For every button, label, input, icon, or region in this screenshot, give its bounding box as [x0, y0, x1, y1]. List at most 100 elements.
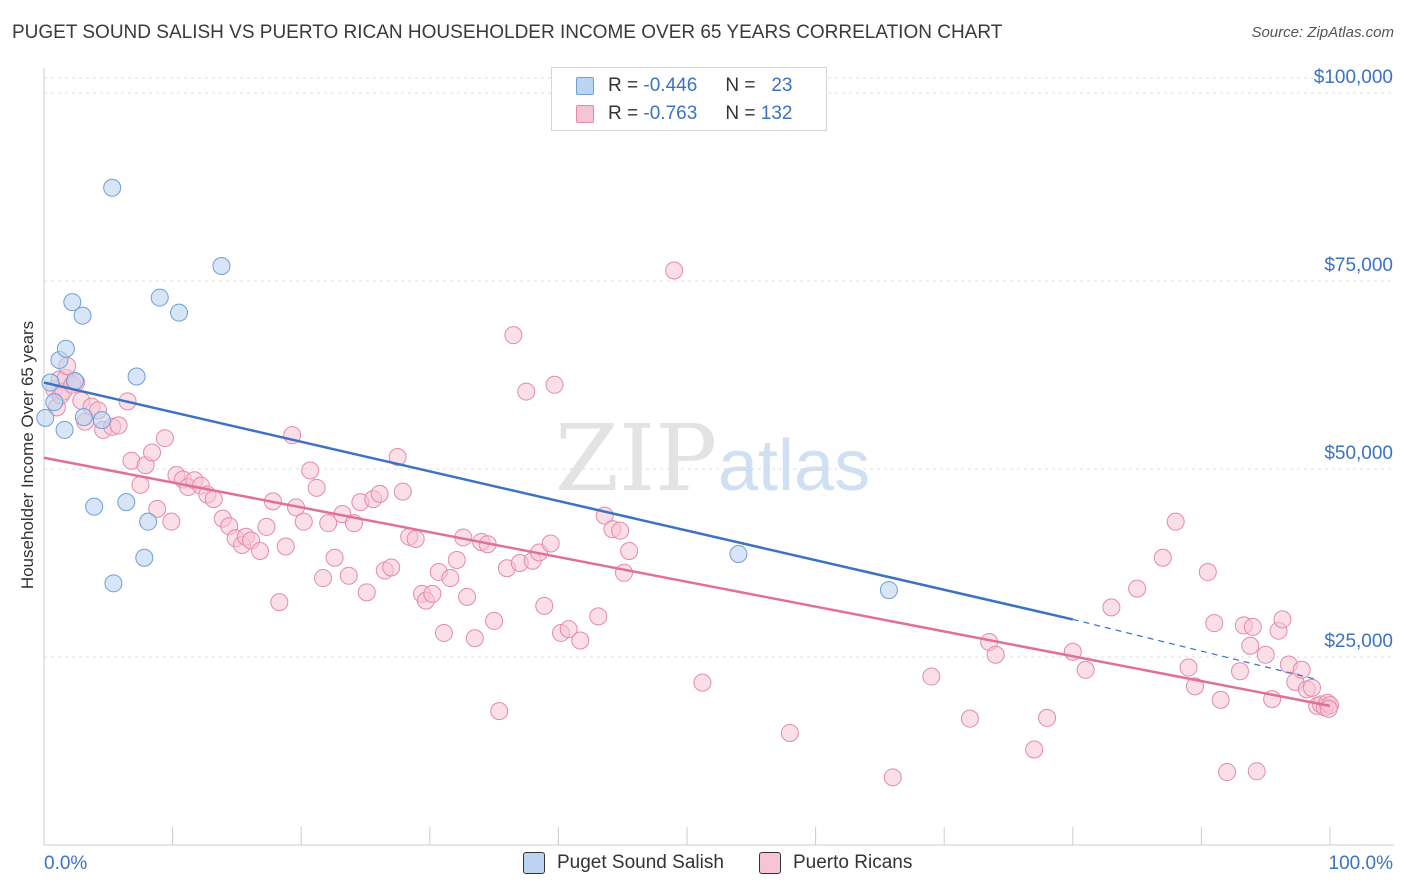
puerto-ricans-point [339, 566, 358, 585]
puerto-ricans-point [1243, 617, 1262, 636]
puget-sound-salish-point [170, 303, 189, 322]
puerto-ricans-point [1218, 763, 1237, 782]
axes [43, 68, 1394, 846]
y-tick-label: $25,000 [1324, 631, 1393, 652]
puerto-ricans-point [960, 709, 979, 728]
puget-sound-salish-point [41, 373, 60, 392]
puerto-ricans-point [490, 702, 509, 721]
salish-r-value: -0.446 [643, 75, 698, 96]
puget-sound-salish-point [74, 408, 93, 427]
puerto-ricans-point [665, 261, 684, 280]
puerto-ricans-point [780, 723, 799, 742]
puerto-ricans-point [294, 512, 313, 531]
puget-sound-salish-point [103, 178, 122, 197]
puget-sound-salish-point [150, 288, 169, 307]
y-tick-labels: $25,000 $50,000 $75,000 $100,000 [1314, 67, 1393, 652]
puerto-ricans-point [1102, 598, 1121, 617]
puerto-ricans-point [1179, 658, 1198, 677]
puerto-ricans-legend-label: Puerto Ricans [793, 852, 913, 873]
puerto-ricans-point [357, 583, 376, 602]
puerto-ricans-point [204, 490, 223, 509]
puerto-ricans-point [1211, 690, 1230, 709]
puerto-ricans-point [1273, 610, 1292, 629]
puerto-ricans-point [1076, 660, 1095, 679]
watermark-atlas: atlas [718, 426, 870, 506]
watermark-zip: ZIP [555, 405, 717, 512]
puerto-ricans-point [143, 443, 162, 462]
puerto-ricans-point [319, 514, 338, 533]
puerto-ricans-point [109, 416, 128, 435]
puerto-ricans-point [314, 569, 333, 588]
source-label: Source: ZipAtlas.com [1251, 24, 1394, 41]
puget-sound-salish-point [65, 372, 84, 391]
puerto-ricans-point [1319, 699, 1338, 718]
bottom-legend-salish: Puget Sound Salish [523, 852, 724, 874]
puget-sound-salish-point [63, 293, 82, 312]
bottom-legend-puerto-ricans: Puerto Ricans [759, 852, 912, 874]
puerto-ricans-point [485, 611, 504, 630]
puget-sound-salish-point [73, 306, 92, 325]
salish-trend-line [43, 381, 1074, 621]
puerto-ricans-point [545, 375, 564, 394]
puerto-ricans-point [1247, 762, 1266, 781]
puerto-ricans-point [301, 461, 320, 480]
puerto-ricans-swatch [576, 105, 594, 123]
x-tick-labels: 0.0% 100.0% [44, 853, 1393, 874]
puget-sound-salish-point [729, 544, 748, 563]
legend-row-salish: R = -0.446 N = 23 [576, 72, 792, 100]
puerto-ricans-point [541, 534, 560, 553]
puget-sound-salish-point [92, 411, 111, 430]
puerto-ricans-point [382, 558, 401, 577]
puerto-ricans-point [1256, 645, 1275, 664]
puerto-ricans-point [131, 475, 150, 494]
puget-sound-salish-point [117, 493, 136, 512]
puget-sound-salish-point [212, 256, 231, 275]
puget-sound-salish-point [36, 408, 55, 427]
n-label: N = [725, 103, 756, 124]
puerto-ricans-point [276, 537, 295, 556]
puerto-ricans-point [1185, 677, 1204, 696]
puerto-ricans-point [162, 512, 181, 531]
n-label: N = [725, 75, 756, 96]
puerto-ricans-point [1038, 708, 1057, 727]
puerto-ricans-point [571, 631, 590, 650]
salish-swatch [576, 77, 594, 95]
salish-n-value: 23 [771, 75, 793, 96]
x-tick-label-min: 0.0% [44, 853, 87, 874]
puerto-ricans-point [257, 517, 276, 536]
correlation-legend: R = -0.446 N = 23 R = -0.763 N = 132 [551, 67, 827, 131]
puerto-ricans-point [1241, 636, 1260, 655]
salish-trend-extension [1072, 618, 1318, 681]
puerto-ricans-points [45, 261, 1339, 787]
puerto-ricans-point [458, 587, 477, 606]
puerto-ricans-point [611, 521, 630, 540]
puerto-ricans-point [388, 447, 407, 466]
puerto-ricans-point [307, 478, 326, 497]
puerto-ricans-point [148, 499, 167, 518]
puerto-ricans-point [1205, 614, 1224, 633]
puerto-ricans-point [614, 563, 633, 582]
puerto-ricans-point [1166, 512, 1185, 531]
puerto-ricans-point [325, 548, 344, 567]
puget-sound-salish-point [45, 393, 64, 412]
puget-sound-salish-point [127, 367, 146, 386]
puerto-ricans-point [922, 667, 941, 686]
puerto-ricans-point [1292, 660, 1311, 679]
salish-legend-swatch [523, 852, 545, 874]
puget-sound-salish-point [104, 574, 123, 593]
puerto-ricans-point [465, 629, 484, 648]
r-label: R = [608, 103, 639, 124]
y-tick-label: $100,000 [1314, 67, 1393, 88]
salish-legend-label: Puget Sound Salish [557, 852, 724, 873]
puerto-ricans-point [1230, 662, 1249, 681]
gridlines [44, 77, 1394, 658]
puerto-ricans-point [517, 382, 536, 401]
r-label: R = [608, 75, 639, 96]
puget-sound-salish-point [85, 497, 104, 516]
puerto-ricans-legend-swatch [759, 852, 781, 874]
puerto-ricans-point [434, 623, 453, 642]
puerto-ricans-point [883, 768, 902, 787]
puerto-ricans-point [155, 429, 174, 448]
puget-sound-salish-point [135, 548, 154, 567]
